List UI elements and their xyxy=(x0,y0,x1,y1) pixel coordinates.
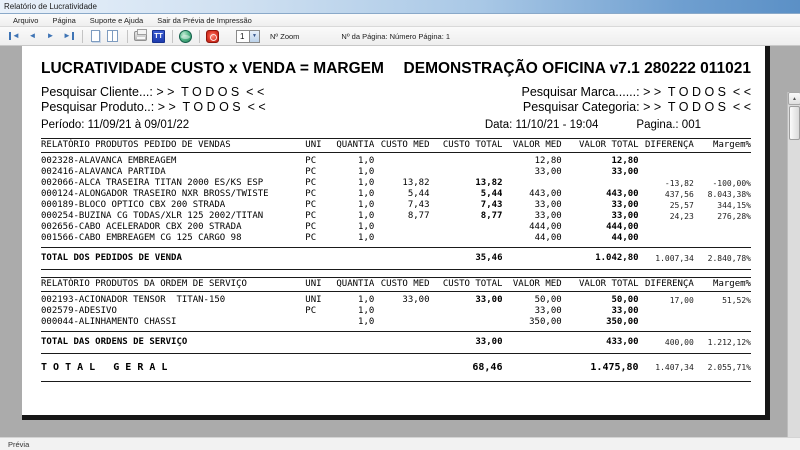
status-bar: Prévia xyxy=(0,437,800,450)
page-number-info: Nº da Página: Número Página: 1 xyxy=(341,31,451,41)
preview-workarea: LUCRATIVIDADE CUSTO x VENDA = MARGEM DEM… xyxy=(0,46,800,450)
toolbar-separator xyxy=(172,29,173,43)
table-row: 000254-BUZINA CG TODAS/XLR 125 2002/TITA… xyxy=(41,211,751,221)
grand-total-row: T O T A L G E R A L 68,46 1.475,80 1.407,34… xyxy=(41,362,751,373)
section1-rows: 002328-ALAVANCA EMBREAGEM PC 1,0 12,80 12,80… xyxy=(41,153,751,247)
scroll-up-button[interactable]: ▲ xyxy=(788,92,800,105)
next-page-button[interactable]: ► xyxy=(42,29,59,44)
filter-marca: Pesquisar Marca......: > > T O D O S < < xyxy=(521,85,752,99)
toolbar: ◄ ◄ ► ► TT 1 ▼ Nº Zoom Nº da Página: Núm… xyxy=(0,27,800,46)
total-row: TOTAL DAS ORDENS DE SERVIÇO 33,00 433,00 40… xyxy=(41,337,751,347)
table-row: 002066-ALCA TRASEIRA TITAN 2000 ES/KS ES… xyxy=(41,178,751,188)
filters-left: Pesquisar Cliente...: > > T O D O S < < … xyxy=(41,85,266,115)
window-titlebar: Relatório de Lucratividade xyxy=(0,0,800,14)
table-row: 002579-ADESIVO PC 1,0 33,00 33,00 xyxy=(41,306,639,316)
zoom-select[interactable]: 1 ▼ xyxy=(236,29,260,43)
table-row: 000124-ALONGADOR TRASEIRO NXR BROSS/TWIS… xyxy=(41,189,751,199)
menu-bar: Arquivo Página Suporte e Ajuda Sair da P… xyxy=(0,14,800,27)
font-settings-button[interactable]: TT xyxy=(150,29,167,44)
section1-total: TOTAL DOS PEDIDOS DE VENDA 35,46 1.042,80 1… xyxy=(41,248,751,269)
filters-right: Pesquisar Marca......: > > T O D O S < <… xyxy=(522,85,752,115)
grand-total: T O T A L G E R A L 68,46 1.475,80 1.407,34… xyxy=(41,354,751,381)
divider xyxy=(41,331,751,332)
report-table: RELATÓRIO PRODUTOS PEDIDO DE VENDAS UNI QU… xyxy=(41,138,751,382)
export-web-button[interactable] xyxy=(177,29,194,44)
section2-total: TOTAL DAS ORDENS DE SERVIÇO 33,00 433,00 40… xyxy=(41,332,751,353)
divider xyxy=(41,138,751,139)
zoom-value: 1 xyxy=(240,31,245,41)
last-page-button[interactable]: ► xyxy=(60,29,77,44)
arrow-up-icon: ▲ xyxy=(792,95,797,102)
divider xyxy=(41,353,751,354)
zoom-label: Nº Zoom xyxy=(270,31,300,41)
section2-header: RELATÓRIO PRODUTOS DA ORDEM DE SERVIÇO UN… xyxy=(41,278,751,291)
filter-produto: Pesquisar Produto..: > > T O D O S < < xyxy=(41,100,266,114)
two-page-icon xyxy=(107,30,120,42)
report-page-number: Pagina.: 001 xyxy=(636,119,701,131)
divider xyxy=(41,381,751,382)
chevron-down-icon[interactable]: ▼ xyxy=(249,30,259,42)
two-page-view-button[interactable] xyxy=(105,29,122,44)
divider xyxy=(41,247,751,248)
section1-header: RELATÓRIO PRODUTOS PEDIDO DE VENDAS UNI QU… xyxy=(41,139,751,152)
section2-rows: 002193-ACIONADOR TENSOR TITAN-150 UNI 1,0 3… xyxy=(41,292,751,331)
table-row: 002328-ALAVANCA EMBREAGEM PC 1,0 12,80 12,80 xyxy=(41,156,639,166)
filter-categoria: Pesquisar Categoria: > > T O D O S < < xyxy=(522,100,751,114)
stop-icon xyxy=(206,29,219,43)
table-row: 000044-ALINHAMENTO CHASSI 1,0 350,00 350,00 xyxy=(41,317,639,327)
table-header-row: RELATÓRIO PRODUTOS PEDIDO DE VENDAS UNI QU… xyxy=(41,140,751,150)
printer-icon xyxy=(134,29,147,41)
report-title: LUCRATIVIDADE CUSTO x VENDA = MARGEM xyxy=(41,60,384,77)
font-tt-icon: TT xyxy=(152,29,165,43)
first-page-icon: ◄ xyxy=(9,32,20,40)
menu-item-arquivo[interactable]: Arquivo xyxy=(13,15,39,25)
table-row: 000189-BLOCO OPTICO CBX 200 STRADA PC 1,0 7… xyxy=(41,200,751,210)
filter-cliente: Pesquisar Cliente...: > > T O D O S < < xyxy=(41,85,265,99)
report-periodo: Período: 11/09/21 à 09/01/22 xyxy=(41,119,190,131)
last-page-icon: ► xyxy=(63,32,74,40)
table-row: 002193-ACIONADOR TENSOR TITAN-150 UNI 1,0 3… xyxy=(41,295,751,305)
report-date: Data: 11/10/21 - 19:04 xyxy=(484,119,599,131)
window-title: Relatório de Lucratividade xyxy=(4,2,97,11)
total-row: TOTAL DOS PEDIDOS DE VENDA 35,46 1.042,80 1… xyxy=(41,253,751,263)
table-row: 001566-CABO EMBREAGEM CG 125 CARGO 98 PC 1… xyxy=(41,233,639,243)
toolbar-separator xyxy=(199,29,200,43)
single-page-icon xyxy=(91,30,100,42)
scrollbar-thumb[interactable] xyxy=(789,106,800,140)
divider xyxy=(41,269,751,270)
menu-item-suporte[interactable]: Suporte e Ajuda xyxy=(89,15,144,25)
globe-icon xyxy=(179,29,192,43)
report-page: LUCRATIVIDADE CUSTO x VENDA = MARGEM DEM… xyxy=(22,46,770,420)
toolbar-separator xyxy=(82,29,83,43)
table-row: 002656-CABO ACELERADOR CBX 200 STRADA PC 1… xyxy=(41,222,639,232)
divider xyxy=(41,152,751,153)
prev-page-icon: ◄ xyxy=(28,31,37,40)
vertical-scrollbar[interactable]: ▲ ▼ xyxy=(787,92,800,450)
menu-item-pagina[interactable]: Página xyxy=(52,15,76,25)
status-label: Prévia xyxy=(8,439,30,449)
print-button[interactable] xyxy=(132,29,149,44)
divider xyxy=(41,291,751,292)
close-preview-button[interactable] xyxy=(204,29,221,44)
first-page-button[interactable]: ◄ xyxy=(6,29,23,44)
table-header-row: RELATÓRIO PRODUTOS DA ORDEM DE SERVIÇO UN… xyxy=(41,279,751,289)
toolbar-separator xyxy=(127,29,128,43)
next-page-icon: ► xyxy=(46,31,55,40)
single-page-view-button[interactable] xyxy=(87,29,104,44)
prev-page-button[interactable]: ◄ xyxy=(24,29,41,44)
table-row: 002416-ALAVANCA PARTIDA PC 1,0 33,00 33,00 xyxy=(41,167,639,177)
menu-item-sair-previa[interactable]: Sair da Prévia de Impressão xyxy=(157,15,252,25)
divider xyxy=(41,277,751,278)
report-app-title: DEMONSTRAÇÃO OFICINA v7.1 280222 011021 xyxy=(403,60,751,77)
